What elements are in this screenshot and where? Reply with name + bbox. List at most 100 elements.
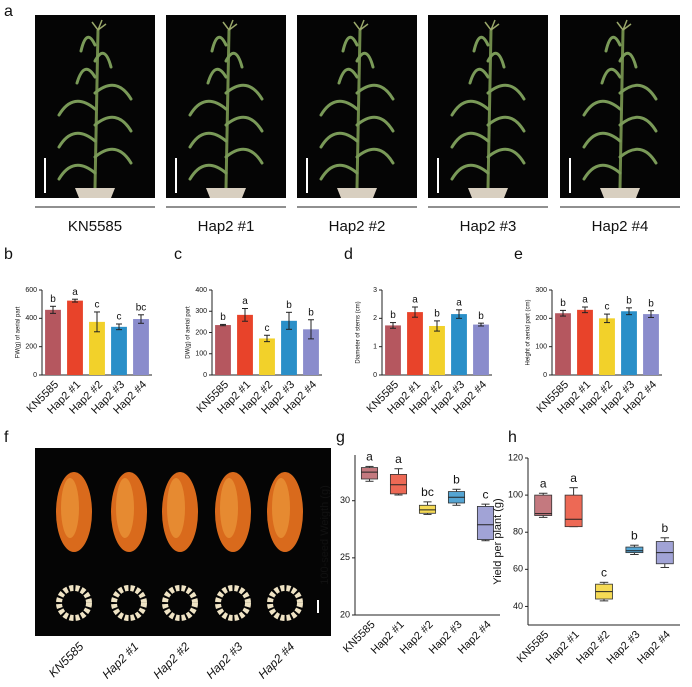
- y-axis-label: FW(g) of aerial part: [16, 306, 22, 358]
- leaf: [188, 99, 228, 117]
- panel-label: a: [4, 3, 13, 20]
- y-tick-label: 200: [25, 344, 37, 351]
- y-axis-label: 100-seed Weigth (g): [319, 485, 331, 584]
- y-tick-label: 200: [535, 315, 547, 322]
- kernel-ring: [162, 585, 198, 621]
- significance-letter: b: [390, 310, 396, 321]
- leaf: [93, 115, 133, 133]
- significance-letter: bc: [421, 485, 434, 499]
- significance-letter: a: [366, 450, 373, 464]
- pot: [468, 188, 508, 198]
- y-tick-label: 30: [340, 495, 350, 505]
- pot: [337, 188, 377, 198]
- box: [534, 494, 553, 516]
- bar: [133, 319, 149, 375]
- significance-letter: a: [395, 452, 402, 466]
- leaf: [600, 67, 622, 85]
- leaf: [618, 83, 658, 101]
- significance-letter: b: [286, 300, 292, 311]
- leaf: [93, 83, 133, 101]
- ear-highlight: [61, 478, 79, 538]
- leaf: [206, 67, 228, 85]
- leaf: [57, 163, 97, 181]
- leaf: [486, 83, 526, 101]
- leaf: [93, 147, 133, 165]
- y-axis-label: Height of aerial part (cm): [526, 299, 532, 365]
- significance-letter: c: [117, 312, 122, 323]
- y-tick-label: 0: [543, 372, 547, 379]
- leaf: [582, 99, 622, 117]
- tassel: [353, 19, 369, 31]
- significance-letter: b: [453, 472, 460, 486]
- y-tick-label: 200: [195, 329, 207, 336]
- box: [476, 506, 495, 540]
- leaf: [604, 35, 622, 53]
- ear-label: Hap2 #4: [255, 639, 297, 681]
- y-tick-label: 120: [508, 452, 523, 462]
- photo-label: Hap2 #3: [460, 218, 517, 235]
- leaf: [93, 51, 113, 69]
- leaf: [341, 35, 359, 53]
- leaf: [355, 147, 395, 165]
- y-tick-label: 300: [195, 308, 207, 315]
- leaf: [618, 115, 658, 133]
- bar: [429, 325, 445, 375]
- ear-highlight: [220, 478, 238, 538]
- y-tick-label: 3: [373, 287, 377, 294]
- bar: [111, 326, 127, 375]
- leaf: [57, 131, 97, 149]
- box: [360, 467, 379, 480]
- ear-label: KN5585: [46, 639, 87, 680]
- leaf: [486, 147, 526, 165]
- significance-letter: b: [648, 298, 654, 309]
- leaf: [618, 147, 658, 165]
- ear-highlight: [167, 478, 185, 538]
- bar: [385, 325, 401, 375]
- significance-letter: c: [95, 300, 100, 311]
- significance-letter: b: [50, 294, 56, 305]
- significance-letter: b: [220, 312, 226, 323]
- panel-label: b: [4, 246, 13, 263]
- leaf: [319, 163, 359, 181]
- panel-label: c: [174, 246, 182, 263]
- y-tick-label: 300: [535, 287, 547, 294]
- box: [564, 494, 583, 528]
- leaf: [210, 35, 228, 53]
- y-tick-label: 20: [340, 609, 350, 619]
- panel-label: f: [4, 429, 9, 446]
- significance-letter: a: [242, 296, 248, 307]
- y-tick-label: 2: [373, 315, 377, 322]
- y-tick-label: 80: [513, 527, 523, 537]
- leaf: [355, 115, 395, 133]
- significance-letter: c: [265, 323, 270, 334]
- y-tick-label: 400: [195, 287, 207, 294]
- bar: [555, 313, 571, 375]
- significance-letter: a: [412, 295, 418, 306]
- x-tick-label: Hap2 #4: [635, 629, 673, 667]
- significance-letter: b: [626, 295, 632, 306]
- leaf: [355, 83, 395, 101]
- pot: [600, 188, 640, 198]
- leaf: [188, 131, 228, 149]
- tassel: [222, 19, 238, 31]
- significance-letter: c: [605, 302, 610, 313]
- ear-label: Hap2 #3: [203, 639, 245, 681]
- significance-letter: b: [434, 309, 440, 320]
- significance-letter: b: [560, 298, 566, 309]
- significance-letter: a: [540, 476, 547, 490]
- leaf: [450, 99, 490, 117]
- leaf: [319, 131, 359, 149]
- significance-letter: c: [601, 565, 607, 579]
- y-tick-label: 600: [25, 287, 37, 294]
- photo-label: KN5585: [68, 218, 122, 235]
- kernel-ring: [56, 585, 92, 621]
- leaf: [319, 99, 359, 117]
- y-tick-label: 60: [513, 564, 523, 574]
- leaf: [188, 163, 228, 181]
- kernel-ring: [215, 585, 251, 621]
- leaf: [337, 67, 359, 85]
- panel-label: e: [514, 246, 523, 263]
- bar: [215, 325, 231, 375]
- significance-letter: b: [631, 528, 638, 542]
